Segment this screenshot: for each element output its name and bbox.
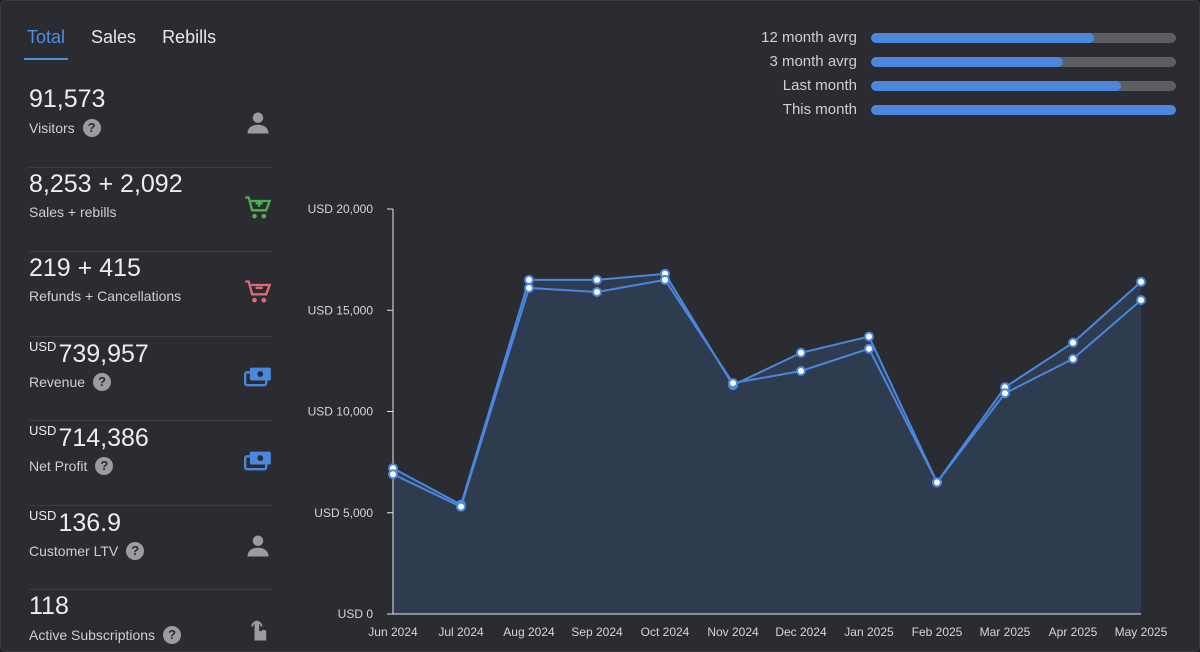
help-icon[interactable]: ? [93,372,112,391]
y-tick-label: USD 15,000 [308,303,374,317]
tab-total[interactable]: Total [23,27,69,60]
stat-label: Customer LTV? [29,541,145,560]
y-tick-label: USD 10,000 [308,405,374,419]
average-bar-fill [871,105,1176,115]
data-point [1068,337,1078,348]
x-tick-label: Jan 2025 [844,625,894,639]
stat-net-profit: USD714,386 Net Profit? [29,421,272,506]
tab-sales[interactable]: Sales [91,27,137,47]
currency-label: USD [29,507,57,523]
data-point [456,501,466,512]
stat-label: Refunds + Cancellations [29,288,182,304]
stat-label: Net Profit? [29,457,114,475]
stat-value: USD739,957 [29,338,149,368]
currency-label: USD [29,423,57,438]
data-point [1068,353,1078,364]
help-icon[interactable]: ? [126,541,145,560]
stat-sales-rebills: 8,253 + 2,092 Sales + rebills [29,168,272,252]
average-bar-fill [871,33,1094,43]
x-tick-label: Aug 2024 [503,625,555,639]
revenue-area-chart: USD 0 USD 5,000 USD 10,000 USD 15,000 USD 20… [308,202,1168,639]
data-point [864,343,874,354]
average-label: This month [782,101,857,118]
x-tick-label: Nov 2024 [707,625,759,639]
data-point [796,347,806,358]
money-icon [244,363,272,391]
y-tick-label: USD 20,000 [308,202,374,216]
x-tick-label: Sep 2024 [571,625,623,639]
series-line [392,278,1142,509]
x-tick-label: Mar 2025 [980,625,1031,639]
data-point [796,366,806,376]
stat-label: Active Subscriptions? [29,626,182,644]
data-point [1136,276,1146,287]
y-tick-label: USD 5,000 [314,506,373,520]
average-label: 12 month avrg [761,29,857,46]
person-icon [244,109,272,137]
stat-value: USD136.9 [29,507,122,537]
stat-label: Revenue? [29,372,112,391]
x-tick-label: Jun 2024 [368,625,418,639]
averages-panel: 12 month avrg 3 month avrg Last month Th… [701,27,1177,123]
cart-add-icon [244,194,272,222]
data-point [932,477,942,488]
average-row: 12 month avrg [701,27,1177,51]
x-tick-label: May 2025 [1115,625,1168,639]
stat-customer-ltv: USD136.9 Customer LTV? [29,506,272,590]
average-label: 3 month avrg [769,53,857,70]
stat-value: 91,573 [29,85,106,113]
cart-remove-icon [244,278,272,306]
data-point [728,378,738,389]
data-point [592,274,602,285]
tab-rebills[interactable]: Rebills [162,27,217,47]
stat-value: 118 [29,592,69,620]
x-tick-label: Feb 2025 [912,625,963,639]
stat-active-subscriptions: 118 Active Subscriptions? [29,590,272,651]
data-point [1136,295,1146,306]
person-icon [244,532,272,560]
average-bar [871,81,1176,91]
money-icon [244,447,272,475]
average-bar [871,105,1176,115]
stat-label: Visitors? [29,119,101,137]
series-line [392,272,1142,507]
tab-bar: Total Sales Rebills [23,27,242,60]
help-icon[interactable]: ? [163,626,182,644]
average-bar-fill [871,57,1064,67]
data-point [660,274,670,285]
y-tick-label: USD 0 [338,607,374,621]
average-bar [871,33,1176,43]
data-point [592,287,602,298]
average-row: Last month [701,75,1177,99]
average-row: 3 month avrg [701,51,1177,75]
tap-icon [244,616,272,644]
x-tick-label: Jul 2024 [438,625,484,639]
data-point [1000,388,1010,399]
currency-label: USD [29,338,57,354]
average-row: This month [701,99,1177,123]
stats-list: 91,573 Visitors? 8,253 + 2,092 Sales + r… [29,83,272,651]
stat-refunds-cancellations: 219 + 415 Refunds + Cancellations [29,252,272,337]
stat-visitors: 91,573 Visitors? [29,83,272,168]
average-bar-fill [871,81,1122,91]
stat-revenue: USD739,957 Revenue? [29,337,272,421]
average-label: Last month [782,77,857,94]
data-point [388,469,398,480]
area-fill [393,273,1141,614]
data-point [864,331,874,342]
x-tick-label: Dec 2024 [775,625,827,639]
stat-value: 8,253 + 2,092 [29,169,183,198]
stat-value: USD714,386 [29,423,149,452]
x-tick-label: Oct 2024 [641,625,690,639]
data-point [524,274,534,285]
x-tick-label: Apr 2025 [1049,625,1098,639]
average-bar [871,57,1176,67]
help-icon[interactable]: ? [95,457,114,475]
data-point [524,282,534,293]
stat-label: Sales + rebills [29,203,117,220]
help-icon[interactable]: ? [82,119,101,137]
stat-value: 219 + 415 [29,254,141,282]
